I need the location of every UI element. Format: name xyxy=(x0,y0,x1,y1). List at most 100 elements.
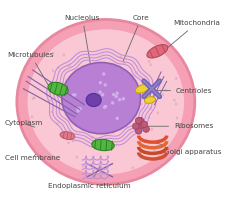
Circle shape xyxy=(121,97,125,100)
Circle shape xyxy=(31,97,34,100)
Ellipse shape xyxy=(91,139,114,151)
Circle shape xyxy=(139,122,145,129)
Text: Mitochondria: Mitochondria xyxy=(163,20,219,51)
Circle shape xyxy=(115,92,118,95)
Circle shape xyxy=(67,142,70,144)
Circle shape xyxy=(114,95,117,98)
Circle shape xyxy=(85,67,87,69)
Circle shape xyxy=(73,93,76,97)
Circle shape xyxy=(71,93,75,97)
Circle shape xyxy=(30,115,33,118)
Circle shape xyxy=(91,69,94,72)
Circle shape xyxy=(96,168,99,171)
Text: Endoplasmic reticulum: Endoplasmic reticulum xyxy=(47,166,130,189)
Circle shape xyxy=(102,146,105,149)
Circle shape xyxy=(74,88,77,90)
Ellipse shape xyxy=(48,82,68,95)
Circle shape xyxy=(135,117,141,124)
Circle shape xyxy=(89,73,92,76)
Circle shape xyxy=(98,90,101,94)
Circle shape xyxy=(149,63,152,66)
Text: Core: Core xyxy=(122,15,149,62)
Circle shape xyxy=(152,149,155,152)
Ellipse shape xyxy=(144,97,155,103)
Circle shape xyxy=(76,109,79,113)
Circle shape xyxy=(91,136,94,139)
Circle shape xyxy=(115,117,118,120)
Circle shape xyxy=(119,56,122,58)
Text: Centrioles: Centrioles xyxy=(157,88,212,94)
Circle shape xyxy=(174,77,177,80)
Text: Nucleolus: Nucleolus xyxy=(64,15,100,80)
Circle shape xyxy=(52,52,55,55)
Circle shape xyxy=(117,98,121,101)
Circle shape xyxy=(56,122,59,125)
Circle shape xyxy=(47,49,50,52)
Circle shape xyxy=(140,94,143,96)
Circle shape xyxy=(63,83,65,85)
Text: Cytoplasm: Cytoplasm xyxy=(5,120,43,127)
Circle shape xyxy=(71,90,74,93)
Circle shape xyxy=(147,60,150,63)
Circle shape xyxy=(142,126,149,132)
Circle shape xyxy=(87,117,90,120)
Text: Golgi apparatus: Golgi apparatus xyxy=(154,143,221,155)
Circle shape xyxy=(78,107,82,110)
Circle shape xyxy=(68,65,70,67)
Circle shape xyxy=(150,128,153,131)
Circle shape xyxy=(131,166,134,169)
Ellipse shape xyxy=(27,29,183,174)
Ellipse shape xyxy=(17,19,194,184)
Circle shape xyxy=(71,140,74,142)
Circle shape xyxy=(123,62,125,64)
Circle shape xyxy=(83,84,86,87)
Circle shape xyxy=(98,81,102,84)
Circle shape xyxy=(172,99,175,101)
Circle shape xyxy=(76,107,79,110)
Ellipse shape xyxy=(86,93,101,107)
Circle shape xyxy=(82,165,84,168)
Circle shape xyxy=(102,72,105,76)
Circle shape xyxy=(175,117,178,119)
Ellipse shape xyxy=(60,132,74,140)
Circle shape xyxy=(33,96,35,99)
Circle shape xyxy=(174,103,177,105)
Circle shape xyxy=(72,119,75,122)
Circle shape xyxy=(135,106,138,109)
Circle shape xyxy=(69,113,71,116)
Circle shape xyxy=(134,71,137,74)
Circle shape xyxy=(149,107,151,110)
Circle shape xyxy=(135,128,141,134)
Circle shape xyxy=(102,106,106,109)
Ellipse shape xyxy=(62,63,140,134)
Circle shape xyxy=(112,93,115,96)
Circle shape xyxy=(103,83,106,87)
Circle shape xyxy=(140,121,147,128)
Circle shape xyxy=(50,111,53,114)
Circle shape xyxy=(111,131,114,134)
Text: Ribosomes: Ribosomes xyxy=(147,123,213,129)
Circle shape xyxy=(161,93,164,96)
Circle shape xyxy=(137,117,143,124)
Circle shape xyxy=(164,89,166,92)
Circle shape xyxy=(104,105,107,108)
Circle shape xyxy=(139,103,142,106)
Circle shape xyxy=(89,128,92,131)
Circle shape xyxy=(101,93,104,96)
Circle shape xyxy=(62,54,65,56)
Circle shape xyxy=(57,66,60,69)
Circle shape xyxy=(156,111,158,114)
Circle shape xyxy=(75,156,78,159)
Circle shape xyxy=(49,99,52,102)
Ellipse shape xyxy=(146,45,167,58)
Circle shape xyxy=(79,117,82,119)
Circle shape xyxy=(95,103,98,106)
Circle shape xyxy=(147,116,150,119)
Circle shape xyxy=(132,123,139,130)
Text: Cell membrane: Cell membrane xyxy=(5,154,60,161)
Circle shape xyxy=(51,69,54,72)
Circle shape xyxy=(120,73,123,76)
Ellipse shape xyxy=(135,84,149,93)
Text: Microtubules: Microtubules xyxy=(8,52,54,88)
Circle shape xyxy=(111,101,114,105)
